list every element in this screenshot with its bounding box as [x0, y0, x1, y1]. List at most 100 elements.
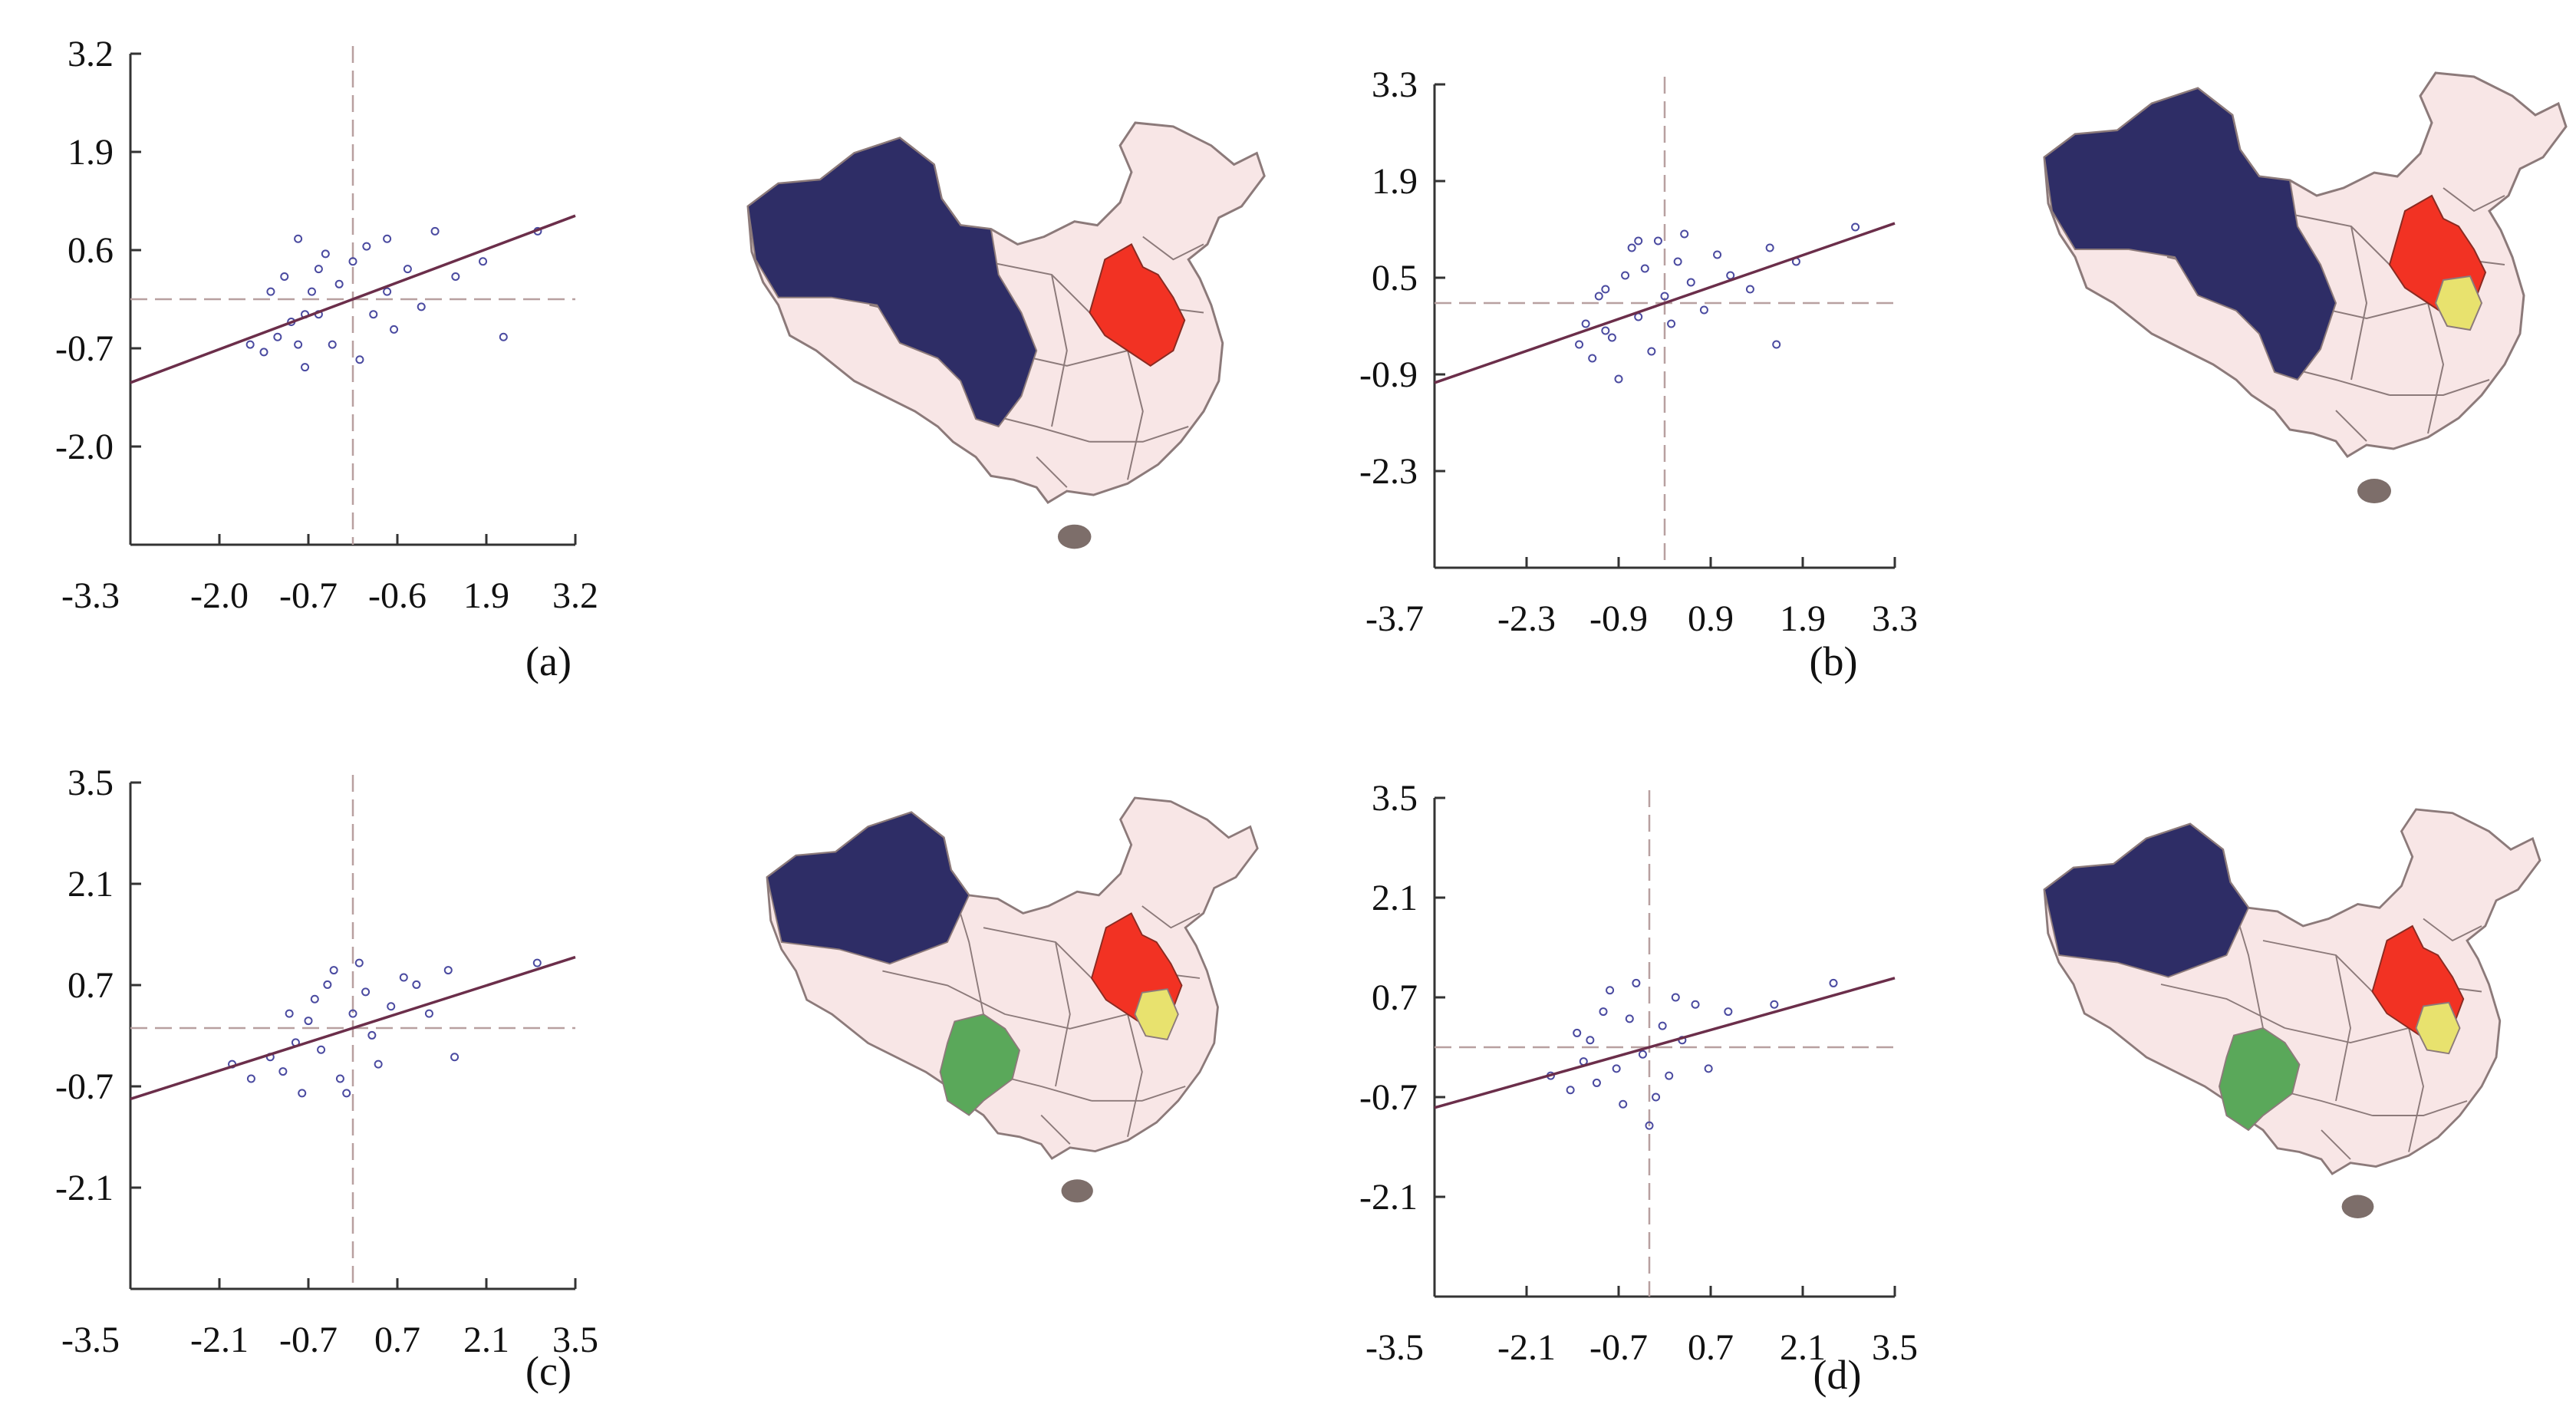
- china-lisa-map: [2043, 71, 2568, 503]
- scatter-point: [424, 1009, 433, 1018]
- scatter-point: [532, 958, 542, 967]
- y-tick-label: 0.7: [68, 965, 114, 1006]
- y-tick-label: 3.5: [1372, 778, 1418, 819]
- scatter-point: [1627, 243, 1636, 252]
- scatter-point: [348, 1009, 357, 1018]
- high-high-cluster: [766, 811, 970, 965]
- province-border: [882, 970, 1006, 1015]
- panel-label: (a): [525, 638, 572, 684]
- x-tick-label: -2.1: [190, 1320, 249, 1360]
- y-tick-label: 1.9: [1372, 161, 1418, 202]
- high-high-cluster: [746, 137, 1038, 428]
- scatter-point: [1704, 1064, 1713, 1073]
- y-tick-label: -2.1: [1359, 1177, 1418, 1218]
- scatter-point: [245, 340, 255, 349]
- scatter-point: [1634, 236, 1643, 246]
- scatter-point: [266, 287, 275, 296]
- scatter-point: [1588, 354, 1597, 363]
- province-border: [2160, 984, 2285, 1029]
- scatter-point: [1640, 264, 1649, 273]
- scatter-point: [354, 958, 364, 967]
- x-tick-label: -0.6: [368, 575, 427, 616]
- scatter-point: [1724, 1007, 1733, 1017]
- hainan-island: [2341, 1195, 2374, 1218]
- scatter-point: [259, 348, 268, 357]
- scatter-point: [1691, 1000, 1700, 1009]
- scatter-point: [294, 234, 303, 243]
- scatter-point: [390, 325, 399, 334]
- scatter-point: [1653, 236, 1662, 246]
- scatter-point: [1699, 305, 1708, 315]
- china-lisa-map: [766, 796, 1259, 1203]
- scatter-point: [1566, 1086, 1575, 1095]
- province-border: [2423, 918, 2482, 942]
- scatter-point: [417, 302, 426, 311]
- scatter-point: [1586, 1036, 1595, 1045]
- scatter-point: [280, 272, 289, 281]
- x-tick-label: -0.7: [279, 575, 338, 616]
- regression-line: [1434, 222, 1896, 384]
- scatter-point: [304, 1017, 313, 1026]
- province-border: [2372, 1100, 2468, 1116]
- province-border: [2335, 410, 2367, 442]
- y-tick-label: 0.5: [1372, 258, 1418, 298]
- scatter-point: [1599, 1007, 1608, 1017]
- panel-label: (d): [1813, 1352, 1862, 1398]
- scatter-point: [1601, 285, 1610, 294]
- scatter-point: [307, 287, 316, 296]
- province-border: [1040, 1114, 1071, 1145]
- x-tick-label: -3.3: [61, 575, 120, 616]
- x-tick-label: 1.9: [1780, 598, 1826, 639]
- y-tick-label: -0.7: [1359, 1077, 1418, 1118]
- scatter-point: [1592, 1078, 1601, 1087]
- province-border: [2390, 379, 2490, 396]
- scatter-point: [1745, 285, 1754, 294]
- scatter-point: [361, 987, 371, 997]
- x-tick-label: 3.3: [1872, 598, 1918, 639]
- scatter-point: [387, 1002, 396, 1011]
- high-high-cluster: [2043, 822, 2250, 978]
- panel-label: (b): [1810, 638, 1858, 684]
- scatter-point: [1619, 1099, 1628, 1109]
- scatter-point: [1770, 1000, 1779, 1009]
- y-tick-label: -2.1: [55, 1168, 114, 1208]
- scatter-point: [1606, 986, 1615, 995]
- province-border: [2427, 302, 2445, 434]
- scatter-point: [1601, 326, 1610, 335]
- province-border: [1051, 274, 1068, 427]
- scatter-point: [1612, 1064, 1621, 1073]
- x-tick-label: -3.5: [1365, 1327, 1424, 1368]
- scatter-point: [1673, 257, 1682, 266]
- y-tick-label: 0.6: [68, 230, 114, 271]
- scatter-point: [499, 332, 508, 341]
- scatter-point: [1680, 229, 1689, 239]
- scatter-point: [1765, 243, 1774, 252]
- panel-d: 3.52.10.7-0.7-2.1-3.5 -2.1 -0.7 0.7 2.1 3.5(d…: [1359, 778, 2541, 1398]
- scatter-point: [335, 1074, 344, 1083]
- panel-c: 3.52.10.7-0.7-2.1-3.5 -2.1 -0.7 0.7 2.1 3.5(c…: [55, 763, 1259, 1394]
- scatter-point: [273, 332, 282, 341]
- scatter-point: [321, 249, 330, 259]
- x-tick-label: -2.1: [1497, 1327, 1556, 1368]
- panel-a: 3.2 1.9 0.6 -0.7 -2.0 -3.3 -2.0 -0.7 -0.6 1.9 3.2 (…: [55, 34, 1266, 684]
- scatter-point: [1667, 319, 1676, 328]
- panel-label: (c): [525, 1348, 572, 1394]
- y-tick-label: 3.2: [68, 34, 114, 74]
- scatter-point: [1621, 271, 1630, 280]
- x-tick-label: -2.0: [190, 575, 249, 616]
- x-tick-label: 0.7: [1688, 1327, 1734, 1368]
- y-tick-label: -2.3: [1359, 451, 1418, 492]
- scatter-point: [1581, 319, 1590, 328]
- low-high-cluster: [2415, 1001, 2461, 1055]
- hainan-island: [2357, 479, 2391, 503]
- province-border: [1127, 1013, 1143, 1138]
- x-tick-label: 2.1: [463, 1320, 509, 1360]
- scatter-point: [1829, 978, 1838, 987]
- province-border: [1036, 456, 1068, 488]
- scatter-point: [1647, 347, 1656, 356]
- x-tick-label: 1.9: [463, 575, 509, 616]
- scatter-point: [1607, 333, 1616, 342]
- regression-line: [130, 214, 576, 384]
- x-tick-label: 3.2: [552, 575, 598, 616]
- y-tick-label: 2.1: [68, 864, 114, 905]
